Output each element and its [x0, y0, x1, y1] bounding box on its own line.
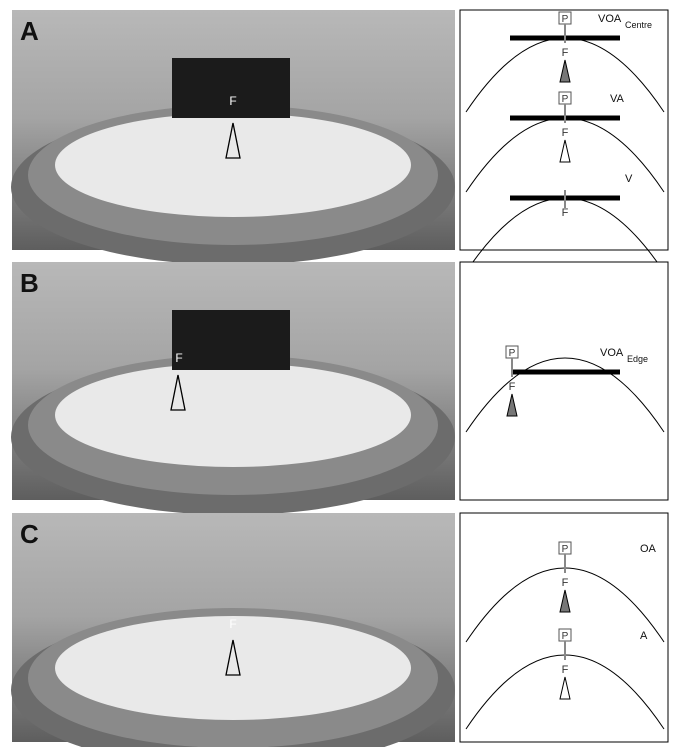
feeder-label: F [562, 577, 569, 589]
condition-label: VOA [598, 13, 622, 25]
feeder-label: F [562, 47, 569, 59]
diagram-box [460, 262, 668, 500]
condition-label: VOA [600, 347, 624, 359]
panel-label: A [20, 16, 39, 46]
condition-label: OA [640, 543, 657, 555]
condition-label: A [640, 630, 648, 642]
arena-floor [55, 363, 411, 467]
feeder-marker: F [229, 617, 236, 631]
feeder-label: F [562, 207, 569, 219]
figure: AFPFVOACentrePFVAFVBFPFVOAEdgeCFPFOAPFA [0, 0, 675, 747]
pole-label: P [562, 14, 569, 25]
feeder-label: F [509, 381, 516, 393]
visual-cue-board [172, 310, 290, 370]
visual-cue-board [172, 58, 290, 118]
panel-label: B [20, 268, 39, 298]
feeder-marker: F [175, 351, 182, 365]
panel-label: C [20, 519, 39, 549]
condition-label: VA [610, 93, 625, 105]
page: {"panels": [ {"label": "A", "photo_marke… [0, 0, 675, 752]
arena-floor [55, 616, 411, 720]
condition-subscript: Edge [627, 354, 648, 364]
pole-label: P [562, 544, 569, 555]
feeder-label: F [562, 664, 569, 676]
condition-subscript: Centre [625, 20, 652, 30]
pole-label: P [562, 94, 569, 105]
condition-label: V [625, 173, 633, 185]
pole-label: P [562, 631, 569, 642]
feeder-label: F [562, 127, 569, 139]
feeder-marker: F [229, 94, 236, 108]
pole-label: P [509, 348, 516, 359]
arena-floor [55, 113, 411, 217]
